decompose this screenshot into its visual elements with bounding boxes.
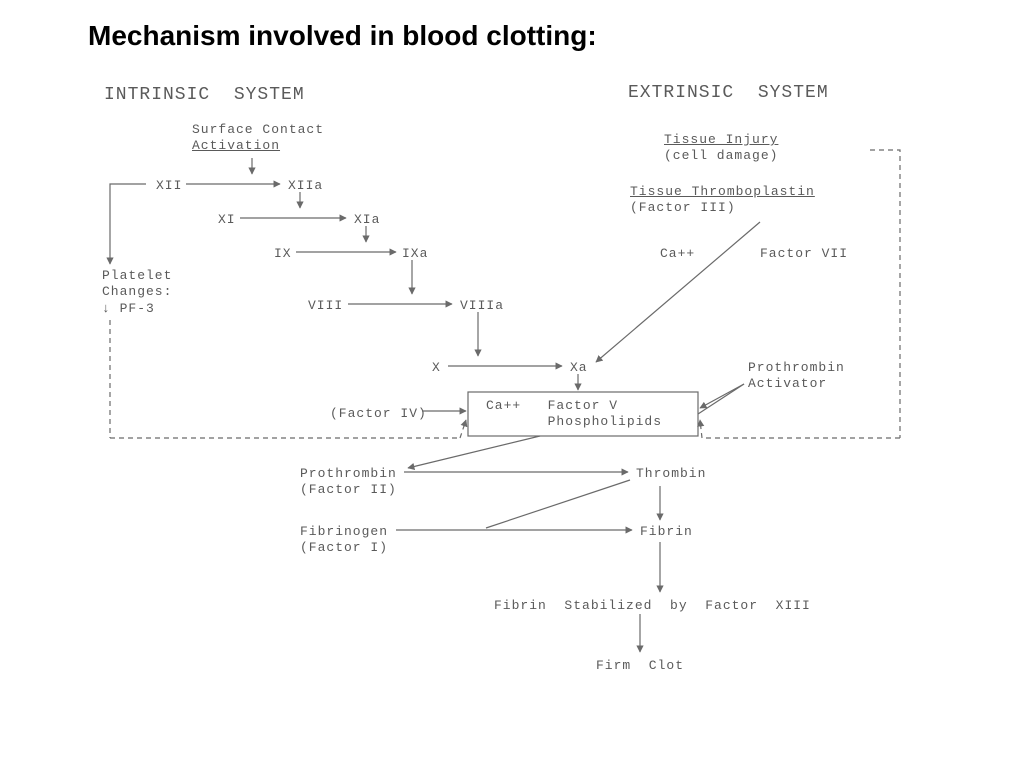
node-x: X: [432, 360, 441, 376]
edge-13: [460, 420, 466, 438]
edge-16: [698, 384, 744, 414]
edge-19: [870, 150, 900, 438]
diagram-root: Mechanism involved in blood clotting: IN…: [0, 0, 1024, 768]
node-viii: VIII: [308, 298, 343, 314]
node-thrombin: Thrombin: [636, 466, 706, 482]
node-ixa: IXa: [402, 246, 428, 262]
edge-21: [700, 420, 702, 438]
edge-10: [110, 184, 146, 264]
node-firm_clot: Firm Clot: [596, 658, 684, 674]
node-fibrin_stab: Fibrin Stabilized by Factor XIII: [494, 598, 811, 614]
edge-18: [596, 222, 760, 362]
node-fibrinogen: Fibrinogen(Factor I): [300, 524, 388, 557]
node-viiia: VIIIa: [460, 298, 504, 314]
edge-17: [700, 384, 744, 408]
header-extrinsic: EXTRINSIC SYSTEM: [628, 82, 829, 105]
header-intrinsic: INTRINSIC SYSTEM: [104, 84, 305, 107]
node-surface_contact: Surface ContactActivation: [192, 122, 324, 155]
edge-22: [408, 436, 540, 468]
edge-24: [486, 480, 630, 528]
node-ca_box: Ca++ Factor V Phospholipids: [486, 398, 662, 431]
node-tissue_thrombo: Tissue Thromboplastin(Factor III): [630, 184, 815, 217]
node-platelet: PlateletChanges:↓ PF-3: [102, 268, 172, 317]
node-factor_iv: (Factor IV): [330, 406, 427, 422]
node-prothrombin: Prothrombin(Factor II): [300, 466, 397, 499]
node-tissue_injury: Tissue Injury(cell damage): [664, 132, 778, 165]
node-xii: XII: [156, 178, 182, 194]
node-xia: XIa: [354, 212, 380, 228]
node-xi: XI: [218, 212, 236, 228]
node-prothrombin_act: ProthrombinActivator: [748, 360, 845, 393]
node-xa: Xa: [570, 360, 588, 376]
page-title: Mechanism involved in blood clotting:: [88, 20, 597, 52]
node-fibrin: Fibrin: [640, 524, 693, 540]
node-factor_vii: Factor VII: [760, 246, 848, 262]
node-xiia: XIIa: [288, 178, 323, 194]
node-ix: IX: [274, 246, 292, 262]
edges-layer: [0, 0, 1024, 768]
node-ca_ext: Ca++: [660, 246, 695, 262]
